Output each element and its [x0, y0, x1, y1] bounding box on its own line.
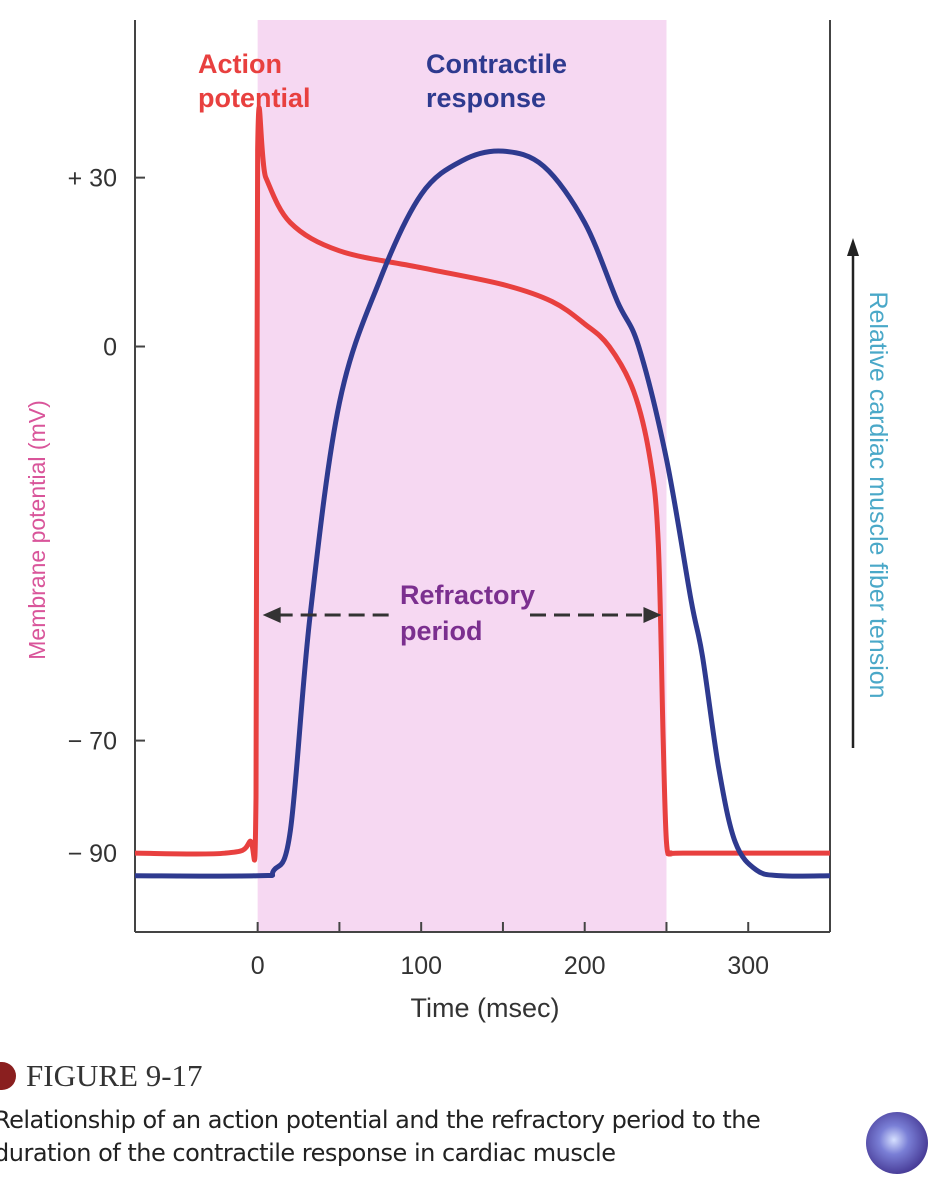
- arrowhead-right: [643, 607, 662, 623]
- x-tick-label: 100: [400, 952, 442, 980]
- bullet-icon: [0, 1062, 16, 1090]
- y-axis-label: Membrane potential (mV): [24, 400, 50, 660]
- y-axis-right-label: Relative cardiac muscle fiber tension: [864, 291, 892, 698]
- refractory-shaded-region: [257, 20, 667, 932]
- y-tick-label: 0: [103, 334, 117, 362]
- chart: 0 100 200 300 + 30 0 − 70 − 90 Action potentia…: [24, 20, 892, 1023]
- figure-number: FIGURE 9-17: [0, 1058, 203, 1094]
- x-axis-label: Time (msec): [411, 993, 560, 1023]
- y-tick-label: − 90: [68, 840, 117, 868]
- y-tick-label: − 70: [68, 728, 117, 756]
- x-tick-label: 0: [251, 952, 265, 980]
- arrowhead-left: [262, 607, 281, 623]
- right-axis-arrowhead: [847, 238, 859, 256]
- label-refractory-2: period: [400, 616, 483, 646]
- figure-label: FIGURE 9-17: [26, 1058, 203, 1093]
- refractory-arrow: [262, 607, 662, 623]
- label-contractile-1: Contractile: [426, 49, 567, 79]
- label-refractory-1: Refractory: [400, 580, 535, 610]
- y-tick-label: + 30: [68, 165, 117, 193]
- label-contractile-2: response: [426, 83, 546, 113]
- x-tick-label: 300: [727, 952, 769, 980]
- label-action-1: Action: [198, 49, 282, 79]
- series-contractile-response: [134, 148, 831, 879]
- label-action-2: potential: [198, 83, 311, 113]
- figure-caption: Relationship of an action potential and …: [0, 1106, 761, 1167]
- physioedge-logo: [866, 1112, 928, 1174]
- series-action-potential: [134, 105, 830, 863]
- x-tick-label: 200: [564, 952, 606, 980]
